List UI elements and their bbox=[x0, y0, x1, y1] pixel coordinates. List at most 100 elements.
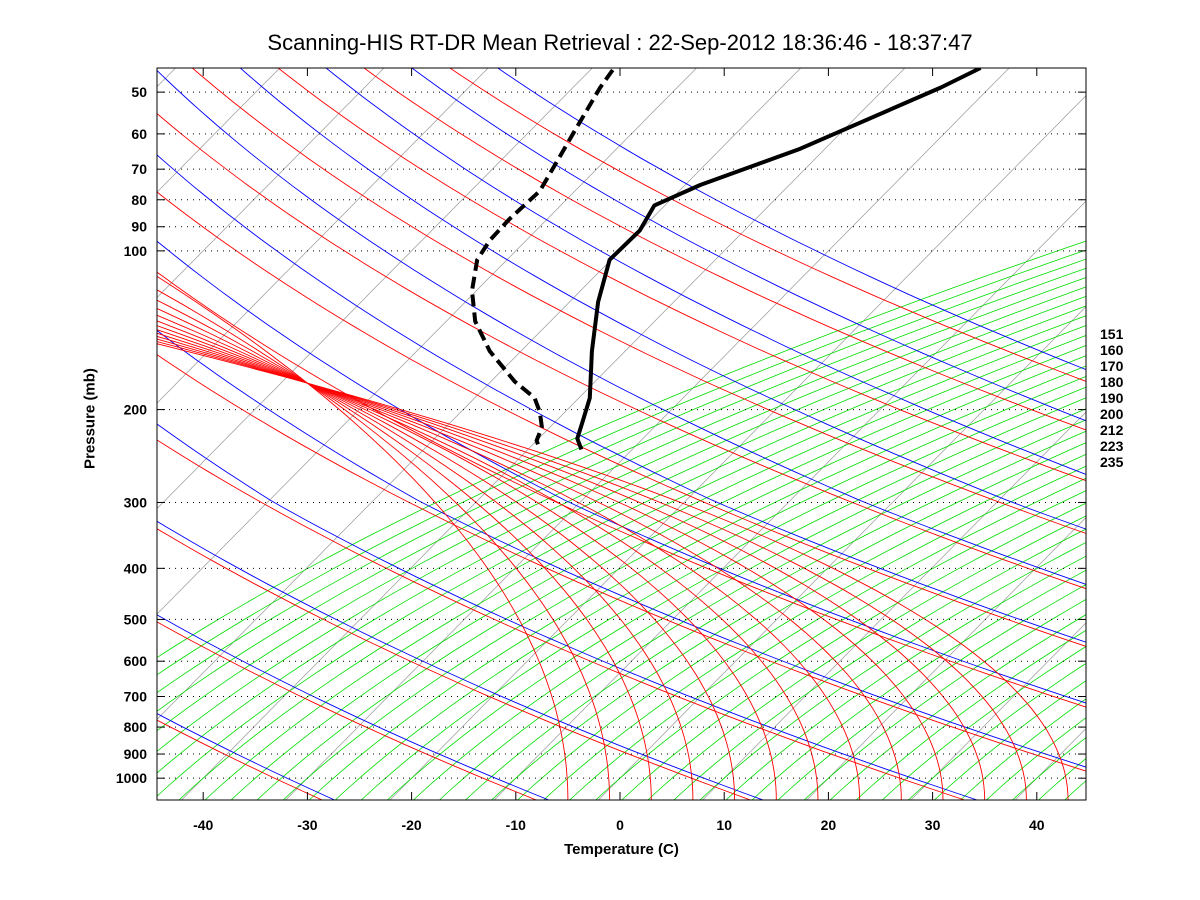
mixing-ratio-line bbox=[882, 646, 1086, 800]
y-tick-label: 70 bbox=[131, 161, 147, 177]
mixing-ratio-line bbox=[413, 408, 1086, 800]
x-axis-label: Temperature (C) bbox=[564, 841, 679, 858]
isotherm-line bbox=[0, 68, 72, 800]
mixing-ratio-line bbox=[204, 325, 1086, 800]
mixing-ratio-line bbox=[282, 355, 1086, 800]
moist-adiabat-line bbox=[157, 520, 764, 800]
moist-arc-line bbox=[157, 335, 944, 800]
x-tick-label: -40 bbox=[193, 817, 213, 833]
mixing-ratio-line bbox=[157, 249, 1086, 676]
x-tick-label: 20 bbox=[821, 817, 837, 833]
mixing-ratio-line bbox=[157, 267, 1086, 712]
moist-adiabat-line bbox=[157, 713, 335, 800]
dry-adiabat-line bbox=[157, 112, 1086, 590]
side-label: 160 bbox=[1100, 342, 1124, 358]
mixing-ratio-line bbox=[647, 515, 1086, 800]
y-tick-label: 1000 bbox=[116, 770, 147, 786]
moist-arc-line bbox=[157, 320, 777, 800]
mixing-ratio-line bbox=[517, 453, 1086, 800]
dry-adiabat-line bbox=[449, 68, 1086, 382]
y-tick-label: 400 bbox=[124, 560, 148, 576]
x-tick-label: -30 bbox=[297, 817, 317, 833]
isotherm-line bbox=[910, 622, 1086, 800]
moist-adiabat-line bbox=[0, 68, 121, 800]
moist-arc-line bbox=[157, 299, 652, 800]
y-tick-label: 600 bbox=[124, 653, 148, 669]
moist-adiabat-line bbox=[239, 68, 1086, 530]
moist-arc-line bbox=[157, 338, 986, 800]
mixing-ratio-line bbox=[908, 662, 1086, 800]
mixing-ratio-line bbox=[751, 569, 1086, 800]
side-labels: 151 160 170 180 190 200 212 223 235 bbox=[1100, 326, 1123, 470]
mixing-ratio-line bbox=[256, 345, 1086, 800]
dry-adiabat-line bbox=[157, 354, 1086, 772]
mixing-ratio-line bbox=[361, 386, 1086, 800]
side-label: 223 bbox=[1100, 438, 1124, 454]
dry-adiabat-line bbox=[157, 271, 1086, 708]
moist-arc-line bbox=[157, 329, 861, 800]
mixing-ratio-line bbox=[569, 477, 1086, 800]
isotherm-line bbox=[157, 68, 281, 193]
mixing-ratio-line bbox=[157, 295, 1086, 774]
mixing-ratio-line bbox=[777, 584, 1086, 800]
isotherm-line bbox=[157, 68, 697, 615]
y-tick-label: 100 bbox=[124, 243, 148, 259]
mixing-ratio-line bbox=[986, 717, 1086, 800]
y-tick-label: 300 bbox=[124, 494, 148, 510]
y-tick-label: 200 bbox=[124, 402, 148, 418]
side-label: 200 bbox=[1100, 406, 1124, 422]
mixing-ratio-line bbox=[803, 598, 1086, 800]
x-tick-label: 0 bbox=[616, 817, 624, 833]
isotherm-line bbox=[181, 68, 906, 800]
isotherm-line bbox=[493, 200, 1086, 800]
isotherm-line bbox=[702, 411, 1086, 800]
isotherm-line bbox=[285, 68, 1010, 800]
x-tick-label: 40 bbox=[1029, 817, 1045, 833]
mixing-ratio-line bbox=[725, 555, 1086, 800]
moist-arc-line bbox=[157, 314, 736, 800]
mixing-ratio-line bbox=[335, 376, 1086, 800]
dry-adiabat-line bbox=[157, 528, 751, 800]
dry-adiabat-line bbox=[157, 439, 965, 800]
x-tick-label: 10 bbox=[716, 817, 732, 833]
isotherm-line bbox=[1119, 68, 1200, 800]
moist-adiabat-line bbox=[496, 68, 1086, 371]
moist-arc-line bbox=[157, 325, 819, 800]
mixing-ratio-line bbox=[178, 315, 1086, 800]
mixing-ratio-line bbox=[595, 490, 1086, 800]
isotherm-line bbox=[157, 68, 489, 404]
x-tick-label: -10 bbox=[506, 817, 526, 833]
mixing-ratio-line bbox=[491, 442, 1086, 800]
dry-adiabat-line bbox=[157, 621, 537, 800]
dry-adiabat-line bbox=[157, 191, 1086, 647]
y-axis-label: Pressure (mb) bbox=[81, 368, 99, 469]
moist-arc-line bbox=[157, 289, 611, 800]
mixing-ratio-line bbox=[157, 286, 1086, 752]
isotherm-line bbox=[157, 68, 385, 299]
side-label: 235 bbox=[1100, 454, 1124, 470]
chart-title: Scanning-HIS RT-DR Mean Retrieval : 22-S… bbox=[267, 30, 973, 55]
side-label: 190 bbox=[1100, 390, 1124, 406]
x-tick-label: -20 bbox=[401, 817, 421, 833]
isotherm-line bbox=[806, 516, 1086, 800]
moist-arc-line bbox=[157, 275, 569, 800]
isotherm-line bbox=[389, 95, 1086, 800]
side-label: 170 bbox=[1100, 358, 1124, 374]
moist-adiabat-line bbox=[157, 423, 978, 800]
y-tick-label: 60 bbox=[131, 126, 147, 142]
mixing-ratio-line bbox=[308, 365, 1086, 800]
plot-frame bbox=[156, 67, 1087, 801]
y-tick-label: 90 bbox=[131, 219, 147, 235]
dry-adiabat-line bbox=[363, 68, 1086, 431]
dry-adiabat-line bbox=[191, 68, 1086, 534]
mixing-ratio-line bbox=[465, 430, 1086, 800]
mixing-ratio-line bbox=[829, 614, 1086, 800]
plot-area bbox=[0, 68, 1200, 800]
moist-adiabat-line bbox=[157, 69, 1086, 585]
moist-adiabat-line bbox=[325, 68, 1086, 475]
y-tick-label: 700 bbox=[124, 688, 148, 704]
mixing-ratio-line bbox=[157, 240, 1086, 659]
mixing-ratio-line bbox=[439, 419, 1086, 800]
mixing-ratio-line bbox=[673, 528, 1086, 800]
